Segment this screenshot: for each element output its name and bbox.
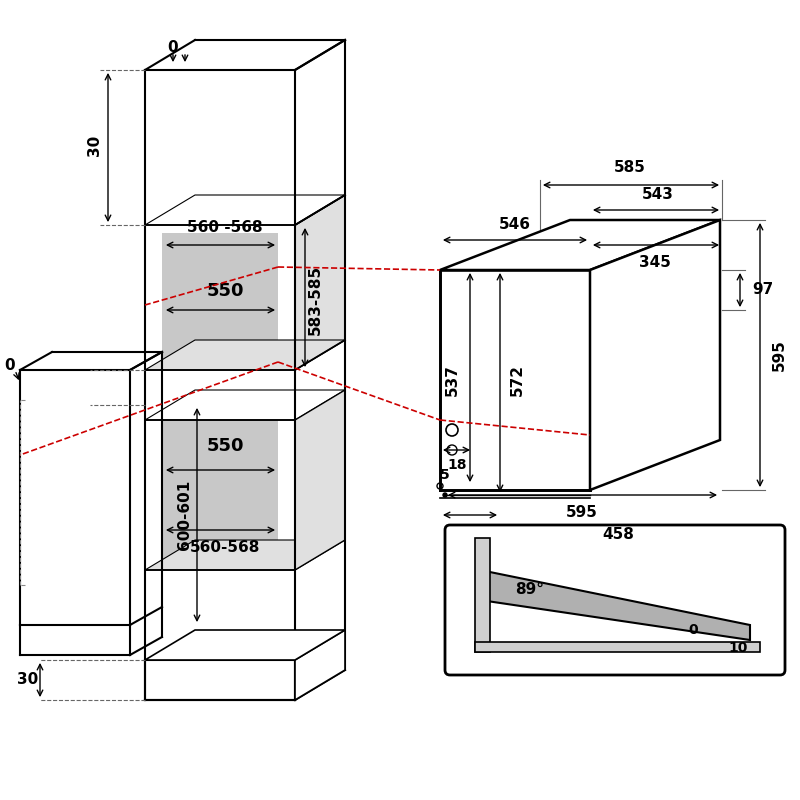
Polygon shape: [145, 195, 345, 225]
Text: 583-585: 583-585: [307, 265, 322, 335]
Polygon shape: [480, 570, 750, 640]
Text: 89°: 89°: [515, 582, 545, 598]
Text: 572: 572: [510, 364, 525, 396]
Text: 0: 0: [688, 623, 698, 637]
Text: 5: 5: [440, 468, 450, 482]
Text: 0: 0: [5, 358, 15, 373]
Text: 600-601: 600-601: [178, 480, 193, 550]
Text: 595: 595: [772, 339, 787, 371]
Text: 18: 18: [447, 458, 466, 472]
Text: 30: 30: [18, 673, 38, 687]
Polygon shape: [162, 233, 278, 362]
Text: 543: 543: [642, 187, 674, 202]
Text: 30: 30: [87, 134, 102, 156]
Text: 585: 585: [614, 160, 646, 175]
Polygon shape: [145, 390, 345, 420]
Text: 550: 550: [206, 437, 244, 455]
Text: 546: 546: [499, 217, 531, 232]
FancyBboxPatch shape: [445, 525, 785, 675]
Circle shape: [443, 493, 447, 497]
Polygon shape: [295, 630, 345, 700]
Text: 458: 458: [602, 527, 634, 542]
Text: 345: 345: [639, 255, 671, 270]
Polygon shape: [440, 220, 720, 270]
Polygon shape: [475, 538, 490, 652]
Polygon shape: [295, 390, 345, 570]
Polygon shape: [145, 630, 345, 660]
Text: 43: 43: [460, 525, 480, 539]
Text: 97: 97: [752, 282, 774, 298]
Text: 595: 595: [566, 505, 598, 520]
Polygon shape: [295, 195, 345, 370]
Text: 550: 550: [206, 282, 244, 300]
Polygon shape: [590, 220, 720, 490]
Polygon shape: [162, 420, 278, 570]
Text: 560 -568: 560 -568: [187, 220, 263, 235]
Text: 537: 537: [445, 364, 460, 396]
Polygon shape: [475, 642, 760, 652]
Polygon shape: [145, 340, 345, 370]
Polygon shape: [145, 540, 345, 570]
Text: 560-568: 560-568: [190, 540, 260, 555]
Text: 0: 0: [168, 41, 178, 55]
Text: 10: 10: [728, 641, 747, 655]
